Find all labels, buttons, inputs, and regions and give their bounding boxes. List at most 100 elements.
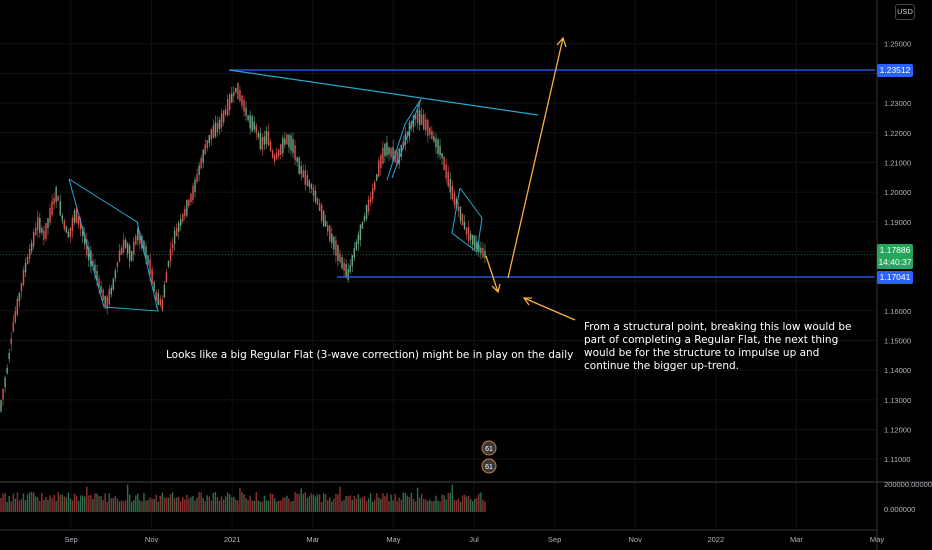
candle-body xyxy=(135,235,137,245)
volume-bar xyxy=(171,492,174,512)
time-tick-label: Mar xyxy=(306,535,319,544)
candle-body xyxy=(322,211,325,227)
volume-bar xyxy=(110,498,113,512)
candle-body xyxy=(282,137,284,154)
price-tick-label: 1.13000 xyxy=(884,396,911,405)
right-annotation-text[interactable]: From a structural point, breaking this l… xyxy=(584,321,852,372)
event-badges[interactable]: 61 61 xyxy=(481,440,497,474)
volume-bar xyxy=(196,497,198,512)
candle-body xyxy=(184,208,186,217)
candle-body xyxy=(290,135,292,151)
candle-body xyxy=(398,148,400,165)
candle-body xyxy=(239,90,241,102)
volume-bar xyxy=(282,497,284,512)
upper-trendline[interactable] xyxy=(228,69,539,116)
volume-bar xyxy=(220,496,223,512)
candle-body xyxy=(206,140,208,148)
left-annotation-text[interactable]: Looks like a big Regular Flat (3-wave co… xyxy=(166,349,574,361)
volume-bar xyxy=(235,499,237,512)
candle-body xyxy=(190,193,192,203)
candle-body xyxy=(147,255,149,265)
volume-bar xyxy=(61,494,63,512)
candle-body xyxy=(126,243,129,254)
left-wedge-pattern[interactable] xyxy=(68,178,159,312)
volume-bar xyxy=(259,501,262,512)
candle-body xyxy=(8,352,10,360)
volume-bar xyxy=(406,495,409,512)
volume-bar xyxy=(155,494,157,512)
volume-bar xyxy=(435,495,437,512)
volume-bar xyxy=(384,496,386,512)
volume-bar xyxy=(90,495,92,512)
candle-body xyxy=(308,180,311,187)
volume-bar xyxy=(63,496,66,512)
volume-bar xyxy=(394,493,396,512)
volume-bar xyxy=(116,498,119,512)
projection-up-arrow-line xyxy=(507,37,564,279)
candle-body xyxy=(273,155,276,162)
volume-bar xyxy=(173,498,176,512)
candle-body xyxy=(443,156,445,171)
right-wedge-pattern[interactable] xyxy=(451,187,483,253)
volume-bar xyxy=(425,499,427,512)
volume-bar xyxy=(126,484,129,512)
volume-bar xyxy=(237,500,239,512)
time-tick-label: May xyxy=(870,535,884,544)
candle-body xyxy=(278,149,280,156)
middle-wedge-pattern[interactable] xyxy=(386,98,422,181)
candlestick-series xyxy=(0,82,486,414)
volume-bar xyxy=(147,500,149,512)
candle-body xyxy=(255,125,257,134)
volume-bar xyxy=(18,500,21,512)
candle-body xyxy=(484,251,486,258)
time-axis[interactable]: Sep Nov 2021 Mar May Jul Sep Nov 2022 Mar May xyxy=(64,535,884,544)
event-badge-1[interactable] xyxy=(481,440,497,456)
volume-bar xyxy=(49,495,51,512)
volume-bar xyxy=(94,493,96,512)
candle-body xyxy=(286,134,288,145)
candle-body xyxy=(151,269,153,285)
volume-bar xyxy=(482,499,484,512)
candle-body xyxy=(376,174,378,181)
volume-bar xyxy=(353,495,356,512)
volume-bar xyxy=(98,496,100,512)
candle-body xyxy=(177,222,180,232)
volume-bar xyxy=(337,494,339,512)
candle-body xyxy=(324,220,327,227)
volume-bar xyxy=(298,494,300,512)
currency-badge[interactable]: USD xyxy=(895,4,915,20)
candle-body xyxy=(367,199,370,212)
candle-body xyxy=(365,205,368,219)
candle-body xyxy=(453,193,456,205)
support-price-tag: 1.17041 xyxy=(877,271,913,284)
candle-body xyxy=(169,248,172,262)
volume-bar xyxy=(363,496,366,512)
drawing-layer[interactable] xyxy=(68,36,875,321)
candle-body xyxy=(441,153,443,159)
volume-bar xyxy=(284,497,286,512)
candle-body xyxy=(182,213,184,222)
candle-body xyxy=(388,147,390,155)
volume-bar xyxy=(335,494,337,512)
event-badge-2[interactable] xyxy=(481,458,497,474)
candle-body xyxy=(63,220,66,230)
volume-bar xyxy=(16,492,19,512)
volume-bar xyxy=(243,494,245,512)
volume-bar xyxy=(322,493,325,512)
volume-bar xyxy=(202,498,204,512)
price-tick-label: 1.11000 xyxy=(884,455,911,464)
candle-body xyxy=(459,206,462,221)
candle-body xyxy=(249,115,251,129)
candle-body xyxy=(53,198,55,205)
candle-body xyxy=(345,264,347,278)
volume-bar xyxy=(12,493,14,512)
candle-body xyxy=(77,216,80,225)
candle-body xyxy=(118,250,121,262)
volume-bar xyxy=(273,498,276,512)
volume-bar xyxy=(157,501,159,512)
volume-bar xyxy=(427,501,429,512)
candle-body xyxy=(214,122,217,137)
volume-bar xyxy=(71,500,74,512)
volume-bar xyxy=(441,494,443,512)
